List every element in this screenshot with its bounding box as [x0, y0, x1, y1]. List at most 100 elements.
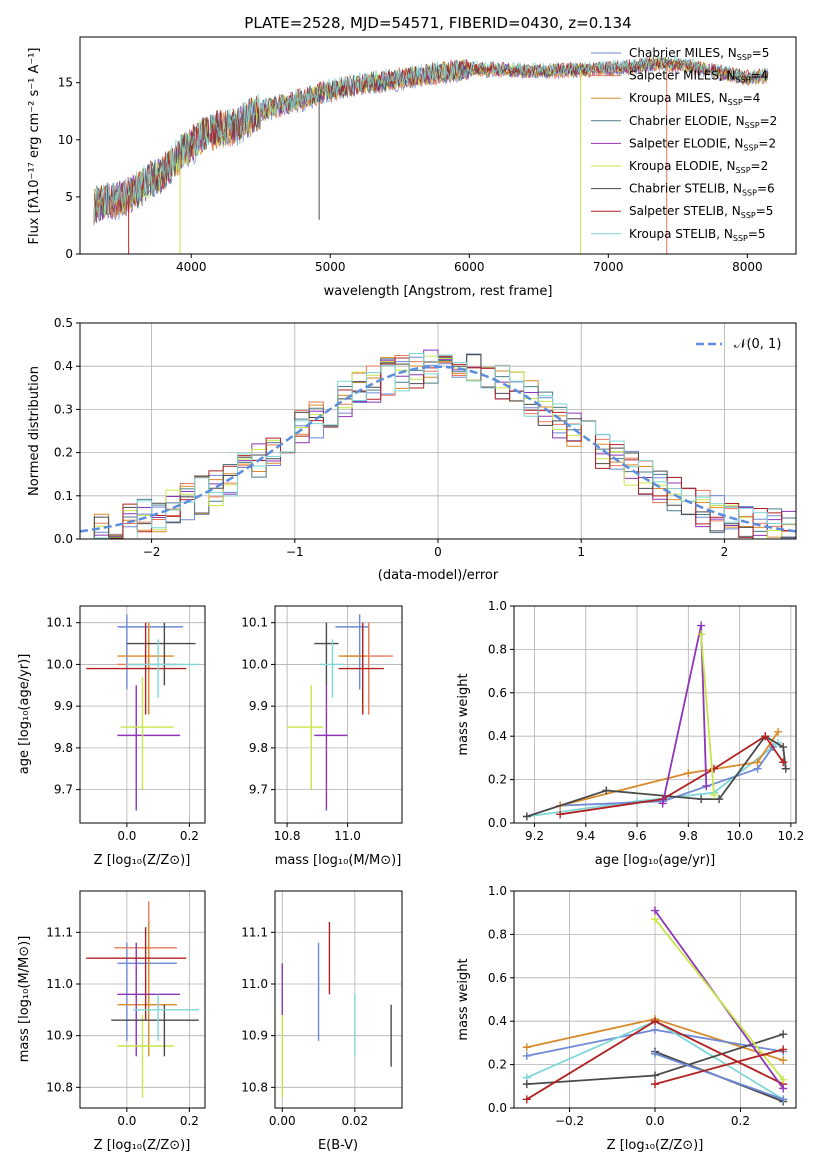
legend-subscript: SSP — [736, 166, 751, 175]
y-tick-label: 0.6 — [488, 971, 507, 985]
y-tick-label: 0.4 — [488, 1014, 507, 1028]
plus-marker — [522, 1095, 531, 1104]
y-tick-label: 0.4 — [54, 359, 73, 373]
legend-subscript: SSP — [733, 234, 748, 243]
legend-subscript: SSP — [737, 53, 752, 62]
legend-subscript: SSP — [745, 121, 760, 130]
x-tick-label: 0.00 — [269, 1114, 296, 1128]
y-tick-label: 9.9 — [249, 699, 268, 713]
x-axis-label: Z [log₁₀(Z/Z⊙)] — [94, 853, 191, 868]
x-axis-label: (data-model)/error — [378, 568, 499, 583]
y-tick-label: 0.2 — [54, 446, 73, 460]
legend-entry: Chabrier ELODIE, NSSP=2 — [629, 114, 777, 130]
x-tick-label: 0.2 — [180, 1114, 199, 1128]
y-axis-label: mass [log₁₀(M/M⊙)] — [17, 936, 32, 1063]
x-tick-label: −2 — [143, 545, 161, 559]
y-axis-label: mass weight — [456, 958, 471, 1040]
plus-marker — [633, 797, 642, 806]
x-tick-label: 0.0 — [645, 1114, 664, 1128]
plus-marker — [651, 1071, 659, 1080]
weight-series-line — [560, 746, 774, 807]
y-axis-label: Flux [fλ10⁻¹⁷ erg cm⁻² s⁻¹ A⁻¹] — [27, 48, 42, 245]
x-tick-label: 0.0 — [117, 1114, 136, 1128]
axes-frame — [79, 36, 797, 255]
x-tick-label: 11.0 — [334, 829, 361, 843]
legend-value: =6 — [757, 182, 775, 196]
spectrum-series-line — [93, 55, 769, 221]
x-tick-label: 9.6 — [628, 829, 647, 843]
plus-marker — [522, 812, 531, 821]
plus-marker — [651, 1017, 659, 1026]
x-tick-label: 0.2 — [731, 1114, 750, 1128]
y-tick-label: 10.8 — [46, 1080, 73, 1094]
y-tick-label: 9.7 — [249, 783, 268, 797]
x-tick-label: −0.2 — [555, 1114, 584, 1128]
weight-series-line — [700, 634, 715, 795]
y-tick-label: 0.2 — [488, 773, 507, 787]
histogram-step-series — [80, 352, 796, 540]
legend-value: =5 — [756, 204, 774, 218]
mass-weight-vs-age-panel: 9.2 9.4 9.6 9.8 10.0 10.2 0.0 0.2 0.4 0.6 0.8 1.0 ma… — [456, 599, 804, 868]
y-tick-label: 0.3 — [54, 402, 73, 416]
y-tick-label: 0.0 — [54, 532, 73, 546]
plus-marker — [774, 727, 783, 736]
legend-entry: Salpeter STELIB, NSSP=5 — [629, 204, 773, 220]
x-tick-label: −1 — [286, 545, 304, 559]
x-tick-label: 9.8 — [679, 829, 698, 843]
plus-marker — [556, 810, 565, 819]
legend-value: =5 — [752, 46, 770, 60]
y-tick-label: 5 — [65, 190, 73, 204]
plus-marker — [697, 621, 706, 630]
residual-histogram-panel: −2 −1 0 1 2 0.0 0.1 0.2 0.3 0.4 0.5 (data-model)/er… — [27, 316, 797, 583]
y-tick-label: 0.1 — [54, 489, 73, 503]
x-tick-label: 5000 — [315, 260, 346, 274]
y-tick-label: 10.9 — [46, 1029, 73, 1043]
weight-series-line — [559, 731, 779, 807]
plus-marker — [702, 782, 711, 791]
y-tick-label: 11.0 — [46, 977, 73, 991]
plus-marker — [779, 743, 788, 752]
x-tick-label: 0.0 — [117, 829, 136, 843]
x-axis-label: Z [log₁₀(Z/Z⊙)] — [94, 1138, 191, 1153]
y-tick-label: 10.8 — [241, 1080, 268, 1094]
y-axis-label: Normed distribution — [27, 366, 42, 496]
x-axis-label: wavelength [Angstrom, rest frame] — [324, 284, 553, 299]
weight-series-line — [654, 1052, 784, 1101]
y-tick-label: 0.8 — [488, 642, 507, 656]
x-tick-label: 9.4 — [576, 829, 595, 843]
legend-entry: Kroupa MILES, NSSP=4 — [629, 91, 760, 107]
x-axis-label: age [log₁₀(age/yr)] — [595, 853, 716, 868]
figure-title: PLATE=2528, MJD=54571, FIBERID=0430, z=0… — [244, 14, 631, 32]
y-tick-label: 9.9 — [54, 699, 73, 713]
legend-subscript: SSP — [736, 76, 751, 85]
weight-series-line — [654, 1048, 784, 1085]
y-tick-label: 9.8 — [54, 741, 73, 755]
axes-frame — [79, 890, 206, 1109]
plus-marker — [522, 1051, 531, 1060]
x-tick-label: 2 — [721, 545, 729, 559]
plus-marker — [709, 790, 718, 799]
plus-marker — [753, 758, 762, 767]
plus-marker — [697, 795, 706, 804]
plus-marker — [684, 769, 693, 778]
axes-frame — [79, 605, 206, 824]
y-tick-label: 0 — [65, 247, 73, 261]
age-vs-metallicity-panel: 0.0 0.2 9.7 9.8 9.9 10.0 10.1 Z [log₁₀(Z/Z⊙)] ag… — [17, 605, 206, 868]
plus-marker — [522, 1080, 531, 1089]
y-tick-label: 15 — [58, 76, 73, 90]
x-tick-label: 10.0 — [726, 829, 753, 843]
legend-subscript: SSP — [728, 98, 743, 107]
plus-marker — [779, 1030, 788, 1039]
x-tick-label: 4000 — [176, 260, 207, 274]
x-tick-label: 0.2 — [180, 829, 199, 843]
legend-entry: Salpeter MILES, NSSP=4 — [629, 69, 768, 85]
x-tick-label: 6000 — [454, 260, 485, 274]
plus-marker — [697, 630, 706, 639]
plus-marker — [651, 1049, 659, 1058]
plus-marker — [522, 1043, 531, 1052]
x-axis-label: Z [log₁₀(Z/Z⊙)] — [607, 1138, 704, 1153]
x-tick-label: 10.8 — [274, 829, 301, 843]
y-tick-label: 11.0 — [241, 977, 268, 991]
plus-marker — [651, 1080, 659, 1089]
weight-series-line — [559, 734, 784, 816]
